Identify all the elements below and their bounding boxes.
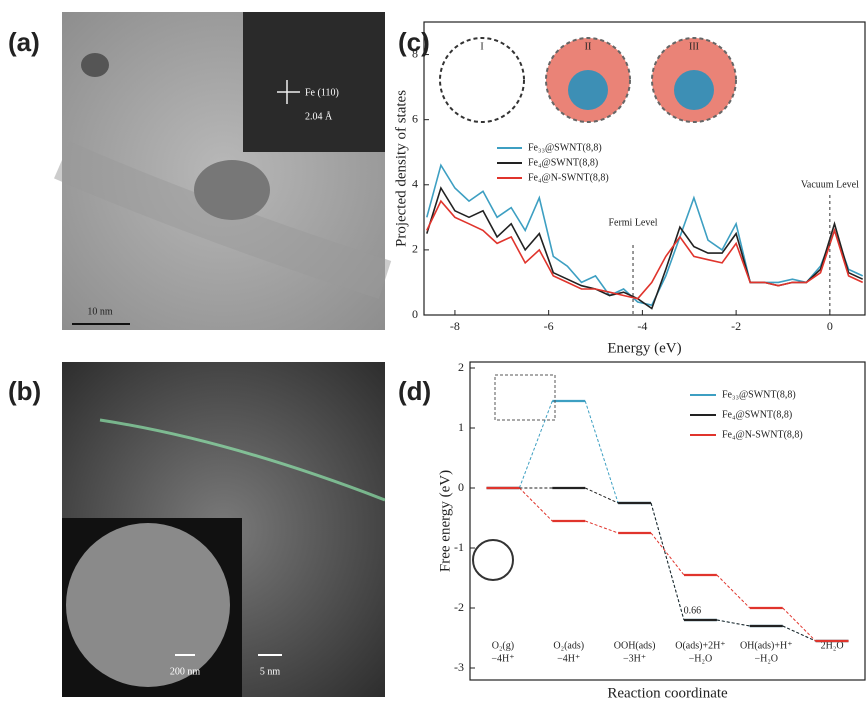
plot-frame: [470, 362, 865, 680]
legend-label: Fe₃₃@SWNT(8,8): [528, 142, 602, 153]
y-tick-label: 1: [458, 420, 464, 434]
connector: [717, 620, 750, 626]
pdos-line: [427, 165, 863, 305]
y-tick-label: 8: [412, 46, 418, 60]
legend-label: Fe₄@N-SWNT(8,8): [528, 172, 609, 183]
x-tick-label: 0: [827, 319, 833, 333]
y-axis-title: Projected density of states: [393, 90, 409, 247]
panel-b: 200 nm 5 nm (b): [8, 362, 385, 697]
orbital: [568, 70, 608, 110]
inset-label: I: [480, 41, 483, 52]
annotation: 0.66: [684, 605, 702, 616]
inset-label: II: [585, 41, 592, 52]
connector: [651, 503, 684, 620]
annotation: Vacuum Level: [801, 179, 859, 190]
x-category-label: OH(ads)+H⁺: [740, 640, 793, 651]
particle: [81, 53, 109, 77]
connector: [519, 401, 552, 488]
x-category-label: −H₂O: [754, 653, 778, 664]
legend-label: Fe₄@SWNT(8,8): [528, 157, 598, 168]
y-tick-label: -2: [454, 600, 464, 614]
pdos-line: [427, 201, 863, 299]
inset-label: III: [689, 41, 699, 52]
x-category-label: OOH(ads): [614, 640, 656, 651]
x-tick-label: -4: [637, 319, 647, 333]
x-tick-label: -6: [544, 319, 554, 333]
particle: [194, 160, 270, 220]
connector: [783, 626, 816, 641]
inset-sphere: [66, 523, 230, 687]
x-tick-label: -8: [450, 319, 460, 333]
x-category-label: −4H⁺: [557, 653, 580, 664]
panel-label: (d): [398, 376, 431, 406]
panel-label: (b): [8, 376, 41, 406]
x-axis-title: Reaction coordinate: [607, 685, 728, 701]
y-tick-label: -1: [454, 540, 464, 554]
x-category-label: −4H⁺: [491, 653, 514, 664]
structure-inset: [473, 540, 513, 580]
scale-bar-label: 10 nm: [87, 306, 113, 317]
y-tick-label: 2: [412, 242, 418, 256]
y-tick-label: -3: [454, 660, 464, 674]
y-tick-label: 0: [458, 480, 464, 494]
connector: [585, 401, 618, 503]
scale-bar-label: 200 nm: [170, 666, 201, 677]
x-category-label: O₂(ads): [553, 640, 584, 651]
x-category-label: O(ads)+2H⁺: [675, 640, 725, 651]
legend-label: Fe₄@SWNT(8,8): [722, 409, 792, 420]
y-tick-label: 2: [458, 360, 464, 374]
y-axis-title: Free energy (eV): [437, 470, 453, 572]
orbital: [674, 70, 714, 110]
x-category-label: −3H⁺: [623, 653, 646, 664]
x-category-label: O₂(g): [492, 640, 514, 651]
inset-label: 2.04 Å: [305, 110, 333, 122]
hrtem-inset: [243, 12, 385, 152]
x-axis-title: Energy (eV): [607, 340, 681, 356]
y-tick-label: 6: [412, 111, 418, 125]
panel-a: Fe (110) 2.04 Å 10 nm (a): [8, 12, 385, 330]
x-tick-label: -2: [731, 319, 741, 333]
panel-label: (a): [8, 27, 40, 57]
y-tick-label: 0: [412, 307, 418, 321]
structure-inset: [495, 375, 555, 420]
scale-bar-label: 5 nm: [260, 666, 281, 677]
plot-frame: [424, 22, 865, 315]
inset-label: Fe (110): [305, 87, 339, 98]
connector: [519, 488, 552, 521]
x-category-label: −H₂O: [689, 653, 713, 664]
legend-label: Fe₃₃@SWNT(8,8): [722, 389, 796, 400]
connector: [585, 521, 618, 533]
connector: [783, 608, 816, 641]
connector: [585, 488, 618, 503]
y-tick-label: 4: [412, 177, 418, 191]
annotation: Fermi Level: [608, 217, 657, 228]
figure: Fe (110) 2.04 Å 10 nm (a) 200 nm 5 nm (b…: [0, 0, 867, 703]
legend-label: Fe₄@N-SWNT(8,8): [722, 429, 803, 440]
connector: [717, 575, 750, 608]
connector: [651, 533, 684, 575]
